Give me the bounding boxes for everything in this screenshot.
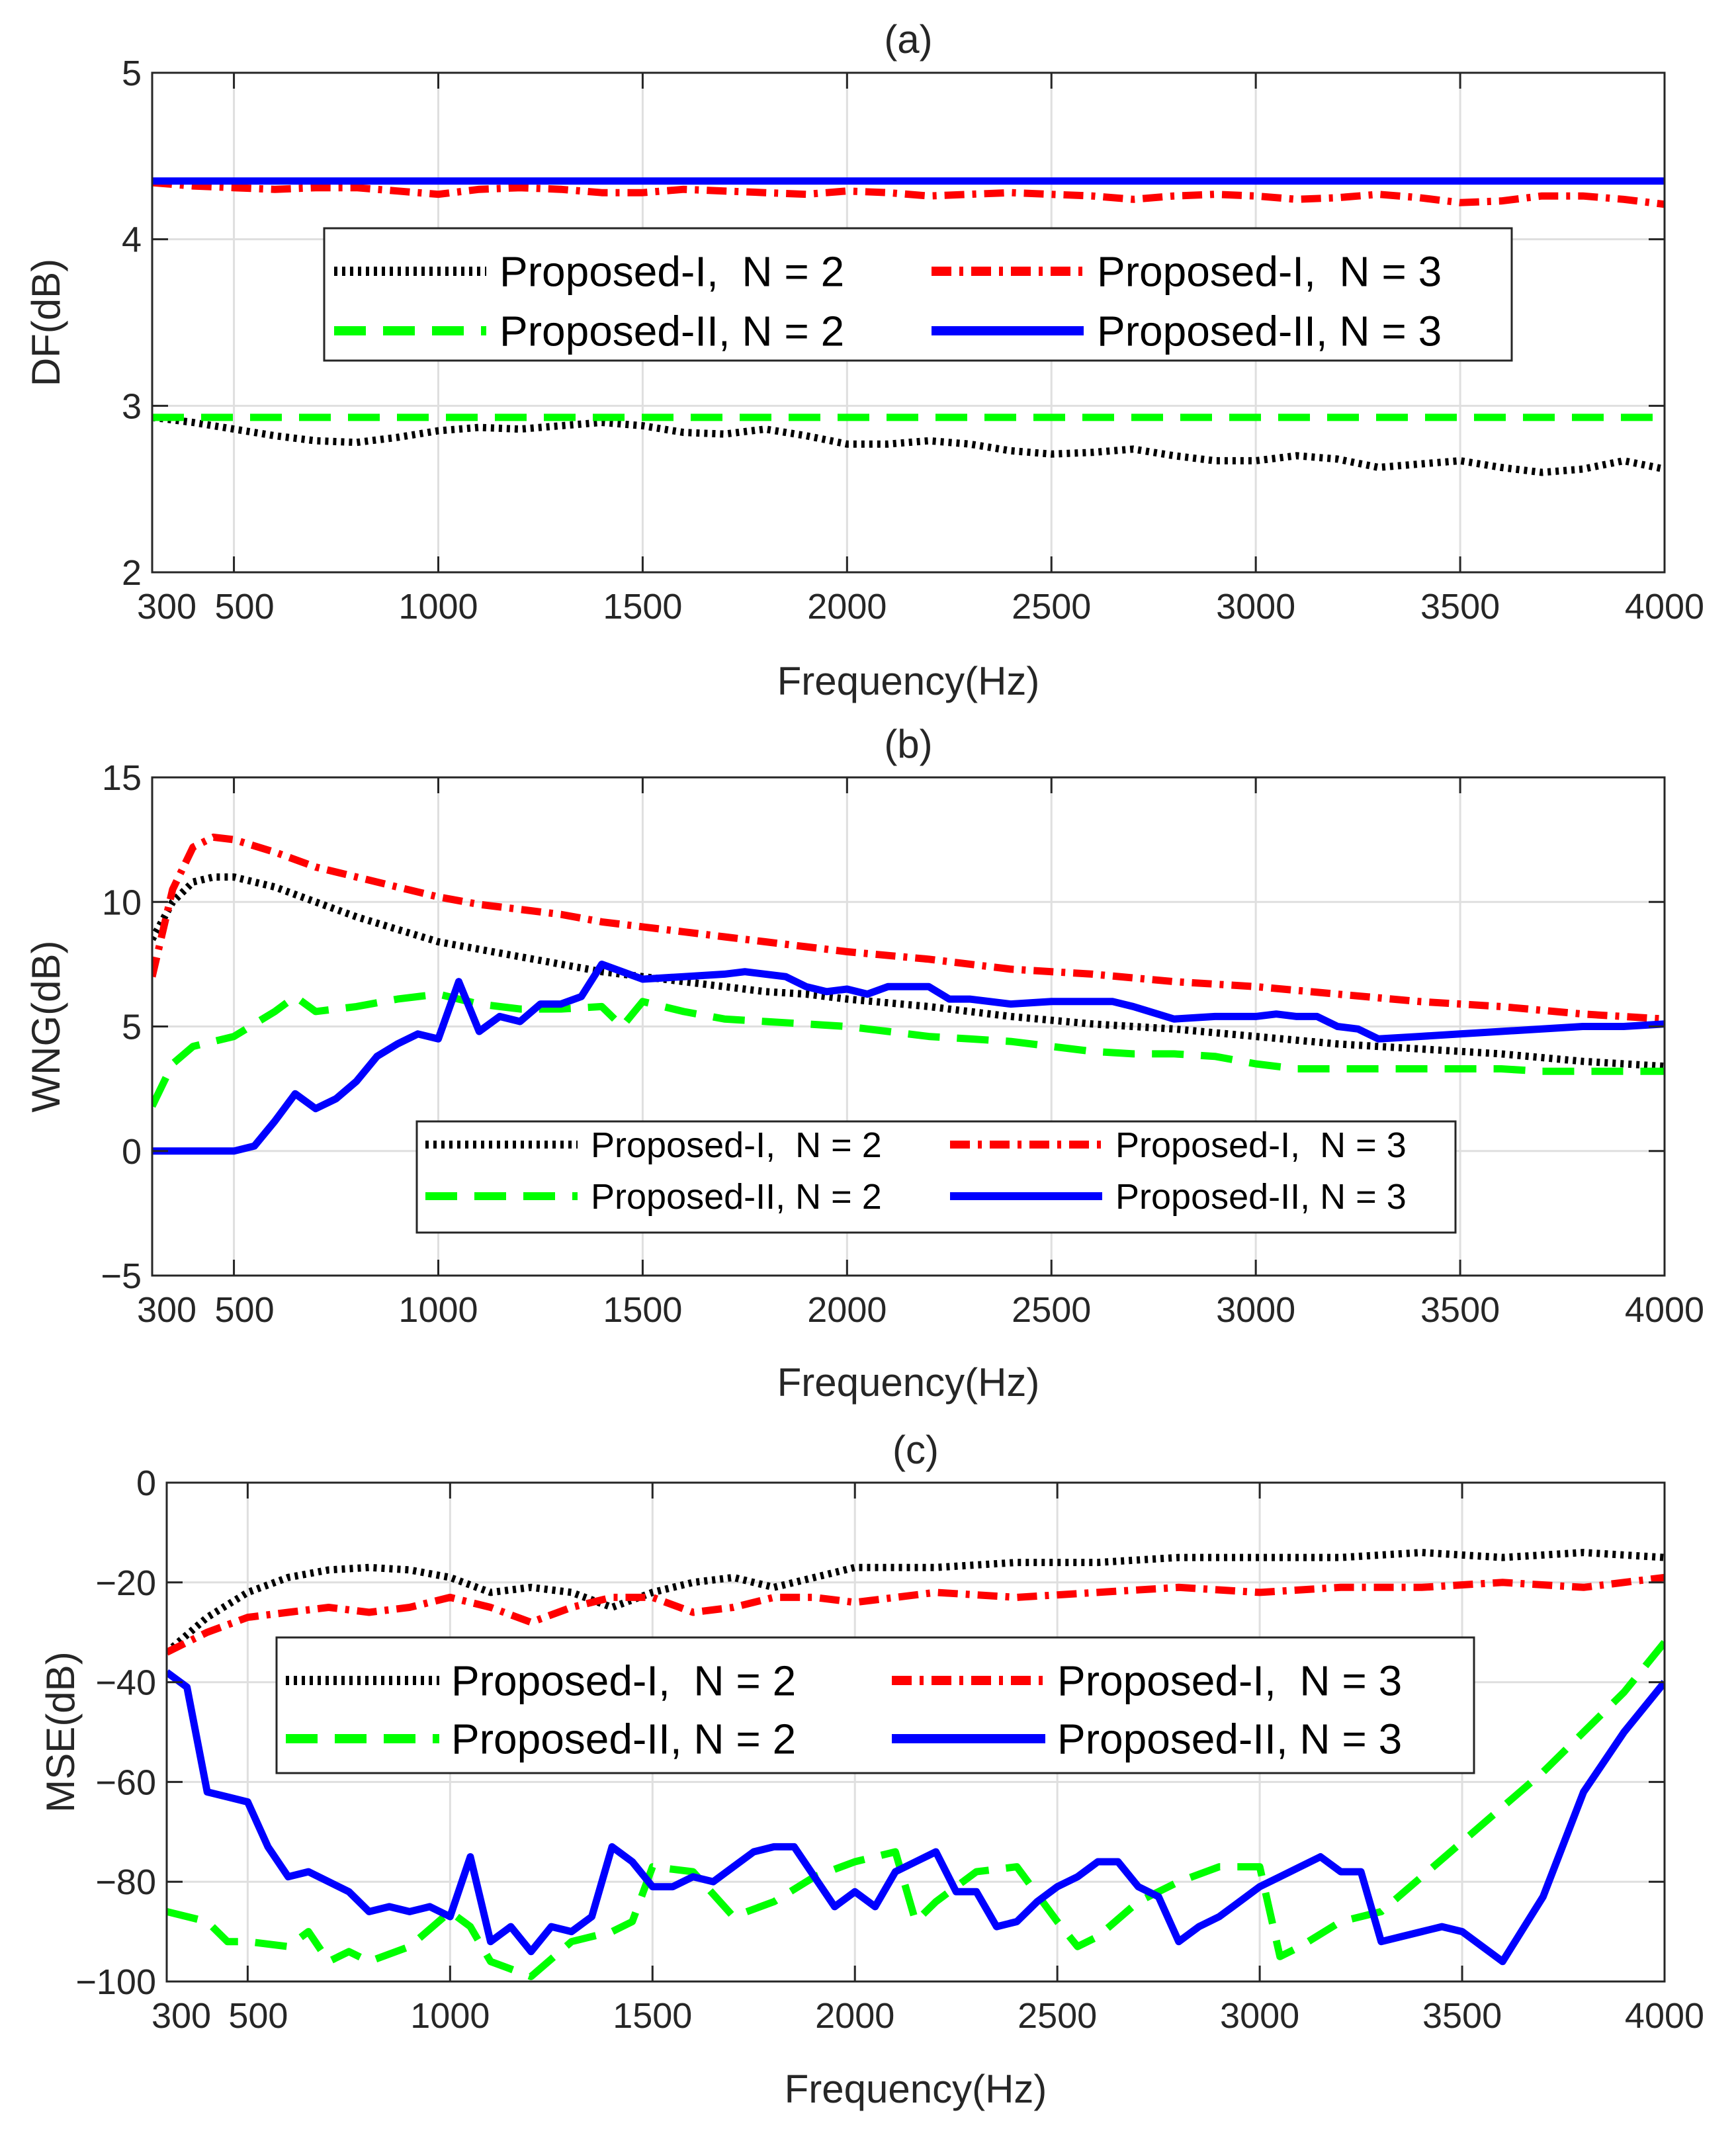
series-line-3 [152,960,1665,1155]
legend: Proposed-I, N = 2 Proposed-I, N = 3 Propos… [275,1636,1475,1774]
y-tick-label: −20 [95,1563,156,1603]
x-tick-label: 1500 [613,1996,692,2036]
chart-title: (c) [892,1428,939,1472]
legend-label-0: Proposed-I, N = 2 [591,1125,882,1165]
y-tick-label: −40 [95,1663,156,1703]
series-line-2 [167,1639,1665,1980]
series-line-3 [167,1669,1665,1966]
legend: Proposed-I, N = 2 Proposed-I, N = 3 Propos… [323,227,1513,362]
series-line-2 [152,990,1665,1108]
x-tick-label: 2000 [815,1996,894,2036]
legend-label-2: Proposed-II, N = 2 [591,1177,882,1217]
legend-label-1: Proposed-I, N = 3 [1097,247,1442,295]
y-tick-label: 10 [102,883,142,922]
y-tick-label: −100 [75,1962,156,2002]
y-tick-label: 15 [102,758,142,798]
legend-label-1: Proposed-I, N = 3 [1115,1125,1407,1165]
legend-box [275,1636,1475,1774]
y-tick-label: −5 [101,1256,142,1296]
series-group [167,1549,1665,1980]
series-line-1 [152,833,1665,1023]
legend-label-0: Proposed-I, N = 2 [499,247,844,295]
x-tick-label: 1000 [410,1996,490,2036]
legend-box [415,1120,1457,1234]
x-tick-label: 4000 [1625,1290,1704,1330]
x-tick-label: 2500 [1012,1290,1091,1330]
x-tick-label: 1500 [603,587,682,627]
x-tick-label: 3500 [1422,1996,1502,2036]
x-tick-label: 1500 [603,1290,682,1330]
y-tick-label: 5 [122,1008,142,1047]
series-line-0 [167,1549,1665,1655]
x-tick-label: 2000 [807,587,887,627]
x-tick-label: 3500 [1420,1290,1500,1330]
chart-title: (b) [884,722,932,766]
x-axis-label: Frequency(Hz) [777,1360,1040,1405]
x-tick-label: 3000 [1220,1996,1299,2036]
series-line-1 [152,179,1665,208]
axes-frame [165,1481,1666,1983]
y-tick-label: 0 [122,1132,142,1172]
series-group [152,833,1665,1155]
x-tick-label: 3000 [1216,587,1295,627]
x-tick-label: 1000 [398,587,478,627]
chart-title: (a) [884,17,932,62]
y-tick-label: 2 [122,553,142,593]
legend-label-3: Proposed-II, N = 3 [1097,307,1442,355]
x-tick-label: 4000 [1625,587,1704,627]
chart-c: 300 500 1000 1500 2000 2500 3000 3500 4000 −100 −8… [38,1428,1704,2111]
y-tick-label: 4 [122,220,142,260]
x-tick-label: 500 [215,587,275,627]
x-tick-label: 300 [137,1290,196,1330]
legend-label-2: Proposed-II, N = 2 [451,1715,796,1763]
chart-a: 300 500 1000 1500 2000 2500 3000 3500 4000 2 3 4 5 (a… [24,17,1704,703]
series-line-1 [167,1573,1665,1656]
legend-label-3: Proposed-II, N = 3 [1057,1715,1402,1763]
x-axis-label: Frequency(Hz) [777,659,1040,703]
y-axis-label: MSE(dB) [38,1651,83,1812]
legend: Proposed-I, N = 2 Proposed-I, N = 3 Propos… [415,1120,1457,1234]
y-tick-label: 3 [122,386,142,426]
x-tick-label: 3500 [1420,587,1500,627]
x-tick-label: 500 [215,1290,275,1330]
axes-frame [151,71,1666,574]
y-tick-label: −60 [95,1763,156,1802]
x-tick-label: 3000 [1216,1290,1295,1330]
legend-box [323,227,1513,362]
x-tick-label: 2500 [1018,1996,1097,2036]
legend-label-0: Proposed-I, N = 2 [451,1657,796,1704]
x-tick-label: 500 [228,1996,288,2036]
legend-label-1: Proposed-I, N = 3 [1057,1657,1402,1704]
x-tick-label: 1000 [398,1290,478,1330]
y-tick-label: −80 [95,1862,156,1902]
x-tick-label: 4000 [1625,1996,1704,2036]
chart-b: 300 500 1000 1500 2000 2500 3000 3500 4000 −5 0 5 10… [24,722,1704,1405]
y-tick-label: 0 [136,1463,156,1503]
y-axis-label: DF(dB) [24,259,68,386]
legend-label-3: Proposed-II, N = 3 [1115,1177,1407,1217]
legend-label-2: Proposed-II, N = 2 [499,307,844,355]
y-axis-label: WNG(dB) [24,941,68,1113]
series-group [152,177,1665,476]
x-axis-label: Frequency(Hz) [785,2067,1047,2111]
x-tick-label: 300 [152,1996,211,2036]
y-tick-label: 5 [122,54,142,93]
x-tick-label: 2000 [807,1290,887,1330]
x-tick-label: 300 [137,587,196,627]
series-line-0 [152,414,1665,476]
x-tick-label: 2500 [1012,587,1091,627]
